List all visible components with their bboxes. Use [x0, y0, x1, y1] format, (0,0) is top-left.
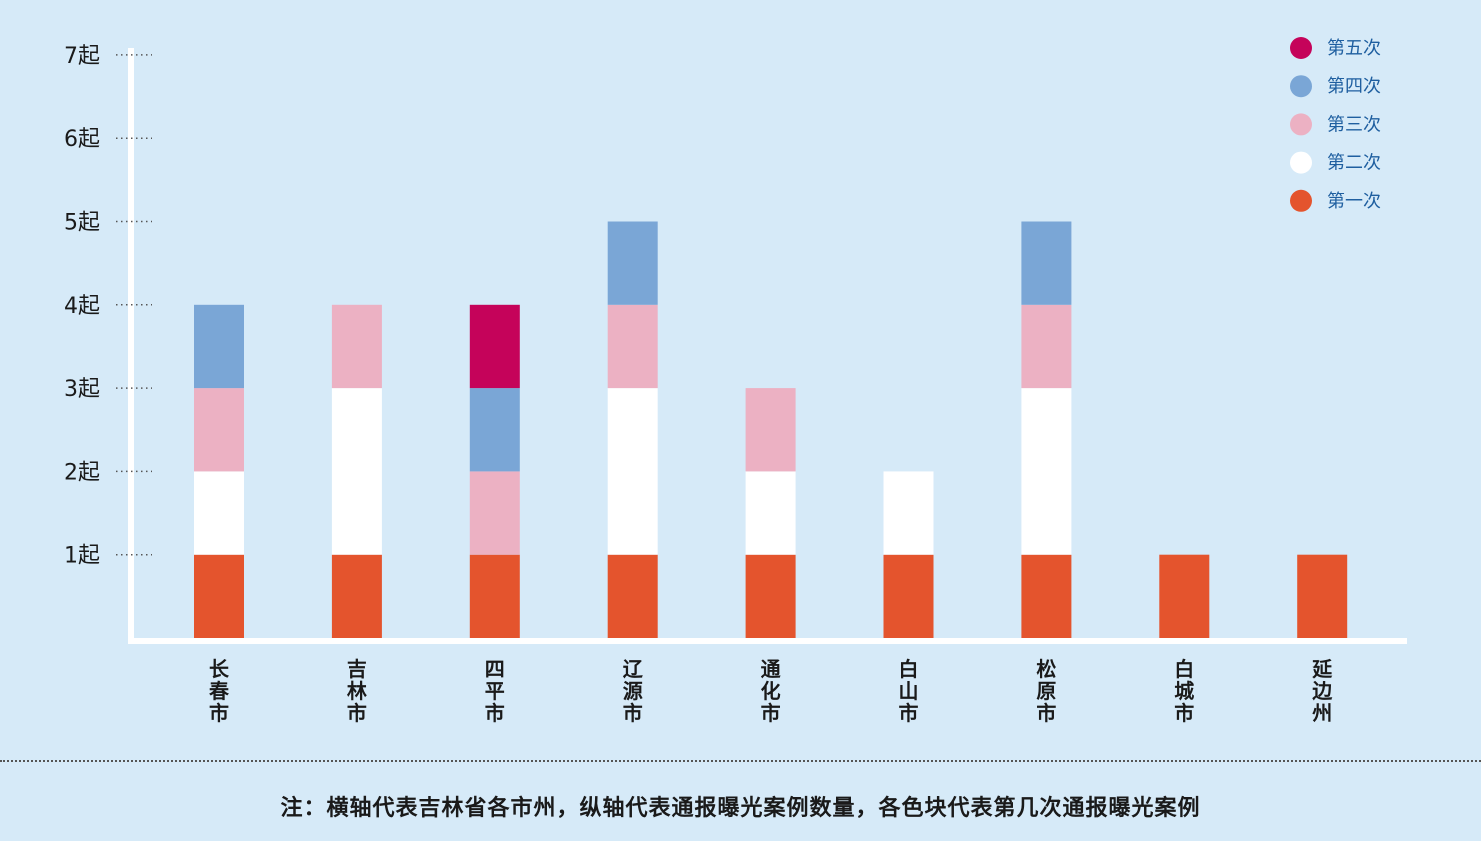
x-category-label: 州: [1312, 701, 1332, 725]
legend-swatch: [1290, 75, 1312, 98]
bar-segment: [1021, 554, 1072, 638]
bar-segment: [194, 304, 244, 389]
x-category-label: 市: [899, 701, 919, 725]
bar-segment: [607, 221, 658, 305]
x-category-label: 城: [1174, 679, 1194, 703]
legend-label: 第二次: [1327, 153, 1381, 174]
x-category-label: 长: [209, 657, 230, 681]
x-category-label: 市: [761, 701, 781, 725]
legend-label: 第一次: [1327, 191, 1381, 212]
bar-segment: [1021, 304, 1072, 389]
y-tick-label: 6起: [64, 127, 100, 152]
x-category-label: 市: [485, 701, 505, 725]
x-category-label: 四: [485, 657, 505, 681]
bar-segment: [331, 554, 382, 638]
legend-label: 第五次: [1327, 38, 1381, 59]
bar-segment: [883, 554, 934, 638]
bar-segment: [883, 471, 934, 555]
bar-segment: [331, 304, 382, 389]
bar-segment: [194, 554, 244, 638]
bar-segment: [607, 304, 658, 389]
x-category-label: 市: [1174, 701, 1194, 725]
x-category-label: 市: [209, 701, 229, 725]
bar-segment: [194, 388, 244, 472]
bar-segment: [1021, 388, 1072, 555]
bar-segment: [1297, 554, 1348, 638]
x-category-label: 边: [1311, 679, 1333, 703]
chart-note: 注：横轴代表吉林省各市州，纵轴代表通报曝光案例数量，各色块代表第几次通报曝光案例: [280, 796, 1201, 821]
y-tick-label: 4起: [64, 294, 100, 319]
x-category-label: 市: [623, 701, 643, 725]
legend-swatch: [1290, 189, 1312, 212]
y-tick-label: 2起: [64, 460, 100, 485]
x-category-label: 化: [761, 679, 781, 703]
bar-segment: [1159, 554, 1210, 638]
note-divider: [0, 760, 1481, 762]
x-category-label: 市: [347, 701, 367, 725]
bar-segment: [469, 554, 520, 638]
y-tick-label: 7起: [64, 44, 100, 69]
legend-swatch: [1290, 113, 1312, 136]
bar-segment: [745, 554, 796, 638]
x-category-label: 辽: [623, 657, 644, 681]
x-category-label: 白: [1174, 657, 1194, 681]
y-tick-label: 3起: [64, 377, 100, 402]
x-category-label: 林: [347, 679, 367, 703]
legend-label: 第四次: [1327, 76, 1381, 97]
bar-segment: [194, 471, 244, 555]
x-category-label: 源: [623, 679, 643, 703]
bar-segment: [607, 554, 658, 638]
bar-segment: [1021, 221, 1072, 305]
y-tick-label: 1起: [64, 544, 100, 569]
x-category-label: 通: [761, 657, 781, 681]
x-category-label: 松: [1036, 657, 1056, 681]
legend-swatch: [1290, 37, 1312, 59]
bar-segment: [331, 388, 382, 555]
x-category-label: 市: [1036, 701, 1056, 725]
x-category-label: 延: [1311, 657, 1333, 681]
legend-label: 第三次: [1327, 114, 1381, 135]
bar-segment: [607, 388, 658, 555]
y-tick-label: 5起: [64, 211, 100, 236]
x-category-label: 春: [208, 679, 230, 703]
legend-swatch: [1290, 151, 1312, 174]
bar-segment: [469, 471, 520, 555]
x-category-label: 山: [899, 679, 919, 703]
x-category-label: 平: [485, 679, 505, 703]
x-category-label: 原: [1036, 679, 1056, 703]
bar-segment: [745, 471, 796, 555]
bar-segment: [745, 388, 796, 472]
bar-segment: [469, 388, 520, 472]
chart-area: 1起2起3起4起5起6起7起长春市吉林市四平市辽源市通化市白山市松原市白城市延边…: [64, 37, 1407, 725]
x-category-label: 白: [899, 657, 919, 681]
bar-segment: [469, 304, 520, 389]
x-category-label: 吉: [347, 657, 367, 681]
